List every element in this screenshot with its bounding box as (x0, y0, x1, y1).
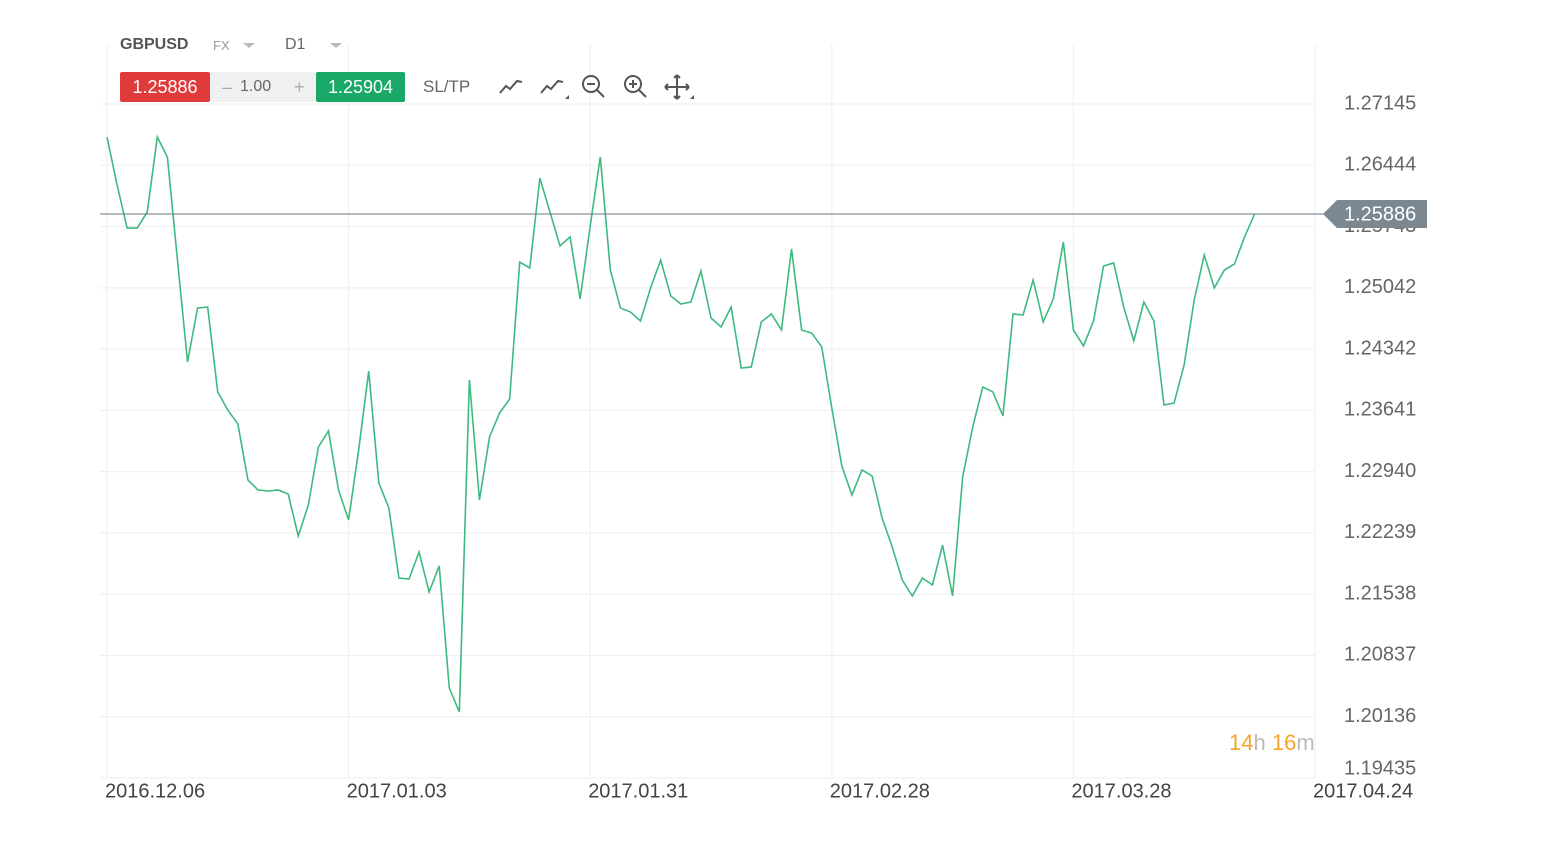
sell-button[interactable]: 1.25886 (120, 72, 210, 102)
countdown-unit: h (1253, 730, 1266, 755)
market[interactable]: FX (213, 38, 230, 53)
sltp-button[interactable]: SL/TP (423, 77, 471, 96)
volume-box: – 1.00 + (210, 72, 316, 102)
y-tick-label: 1.25042 (1344, 276, 1416, 298)
symbol[interactable]: GBPUSD (120, 36, 189, 53)
x-tick-label: 2017.02.28 (830, 780, 930, 802)
y-tick-label: 1.26444 (1344, 154, 1416, 176)
countdown-unit: m (1296, 730, 1315, 755)
decrease-button[interactable]: – (222, 77, 233, 97)
y-tick-label: 1.20136 (1344, 705, 1416, 727)
y-tick-label: 1.24342 (1344, 337, 1416, 359)
current-price-label: 1.25886 (1344, 203, 1416, 225)
volume[interactable]: 1.00 (240, 78, 272, 95)
y-tick-label: 1.19435 (1344, 757, 1416, 779)
y-tick-label: 1.20837 (1344, 644, 1416, 666)
y-tick-label: 1.27145 (1344, 92, 1416, 114)
countdown-hours: 14 (1229, 730, 1254, 755)
dropdown-arrow[interactable] (329, 42, 343, 50)
price-line (106, 134, 1256, 713)
zoom-out-icon[interactable] (579, 73, 607, 101)
y-tick-label: 1.21538 (1344, 582, 1416, 604)
y-tick-label: 1.23641 (1344, 399, 1416, 421)
x-tick-label: 2017.01.03 (347, 780, 447, 802)
y-tick-label: 1.22239 (1344, 521, 1416, 543)
line-chart-icon[interactable] (497, 73, 525, 101)
increase-button[interactable]: + (294, 77, 305, 97)
x-tick-label: 2017.01.31 (588, 780, 688, 802)
y-tick-label: 1.22940 (1344, 460, 1416, 482)
x-tick-label: 2016.12.06 (105, 780, 205, 802)
x-tick-label: 2017.04.24 (1313, 780, 1413, 802)
current-price-tag (1323, 200, 1427, 229)
buy-button[interactable]: 1.25904 (316, 72, 405, 102)
indicator-icon[interactable] (538, 73, 570, 103)
countdown: 14h 16m (1229, 730, 1315, 756)
pan-icon[interactable] (663, 73, 695, 103)
timeframe[interactable]: D1 (285, 36, 306, 53)
countdown-minutes: 16 (1271, 730, 1297, 755)
dropdown-arrow[interactable] (242, 42, 256, 50)
zoom-in-icon[interactable] (621, 73, 649, 101)
x-tick-label: 2017.03.28 (1071, 780, 1171, 802)
